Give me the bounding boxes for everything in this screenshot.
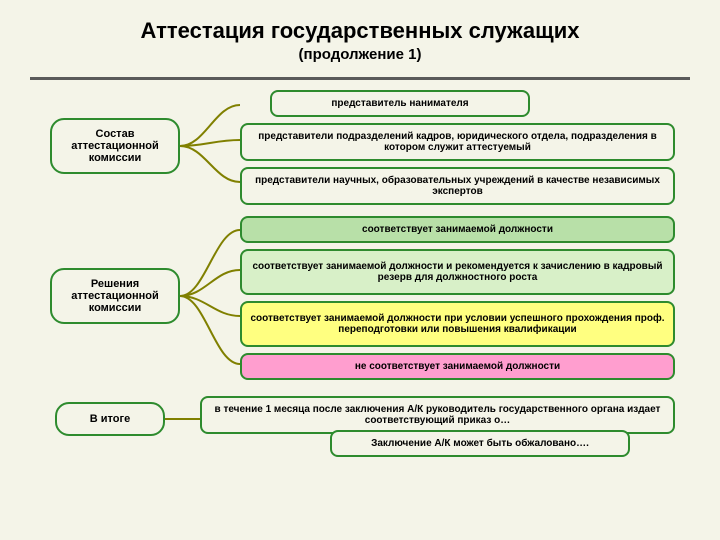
subtitle: (продолжение 1) [40,46,680,63]
item-order: в течение 1 месяца после заключения А/К … [200,396,675,434]
item-text: в течение 1 месяца после заключения А/К … [215,404,661,426]
item-text: соответствует занимаемой должности [362,224,553,235]
item-employer-rep: представитель нанимателя [270,90,530,117]
item-expert-rep: представители научных, образовательных у… [240,167,675,205]
right-stack-2: соответствует занимаемой должности соотв… [240,216,675,380]
item-text: не соответствует занимаемой должности [355,361,560,372]
item-text: соответствует занимаемой должности и рек… [252,261,662,283]
item-text: Заключение А/К может быть обжаловано…. [371,438,589,449]
node-decisions: Решения аттестационной комиссии [50,268,180,324]
title-block: Аттестация государственных служащих (про… [0,0,720,71]
right-stack-1: представитель нанимателя представители п… [240,90,675,205]
node-label: Состав аттестационной комиссии [56,128,174,164]
item-fits: соответствует занимаемой должности [240,216,675,243]
item-text: соответствует занимаемой должности при у… [251,313,665,335]
item-text: представители подразделений кадров, юрид… [258,131,657,153]
item-text: представитель нанимателя [331,98,468,109]
node-composition: Состав аттестационной комиссии [50,118,180,174]
main-title: Аттестация государственных служащих [40,18,680,44]
node-result: В итоге [55,402,165,436]
item-fits-reserve: соответствует занимаемой должности и рек… [240,249,675,295]
diagram-content: Состав аттестационной комиссии представи… [0,80,720,476]
group-decisions: Решения аттестационной комиссии соответс… [20,216,700,388]
item-fits-conditional: соответствует занимаемой должности при у… [240,301,675,347]
group-composition: Состав аттестационной комиссии представи… [20,90,700,208]
group-result: В итоге в течение 1 месяца после заключе… [20,396,700,476]
item-hr-rep: представители подразделений кадров, юрид… [240,123,675,161]
item-text: представители научных, образовательных у… [255,175,660,197]
item-not-fit: не соответствует занимаемой должности [240,353,675,380]
item-appeal: Заключение А/К может быть обжаловано…. [330,430,630,457]
node-label: В итоге [90,413,130,425]
node-label: Решения аттестационной комиссии [56,278,174,314]
